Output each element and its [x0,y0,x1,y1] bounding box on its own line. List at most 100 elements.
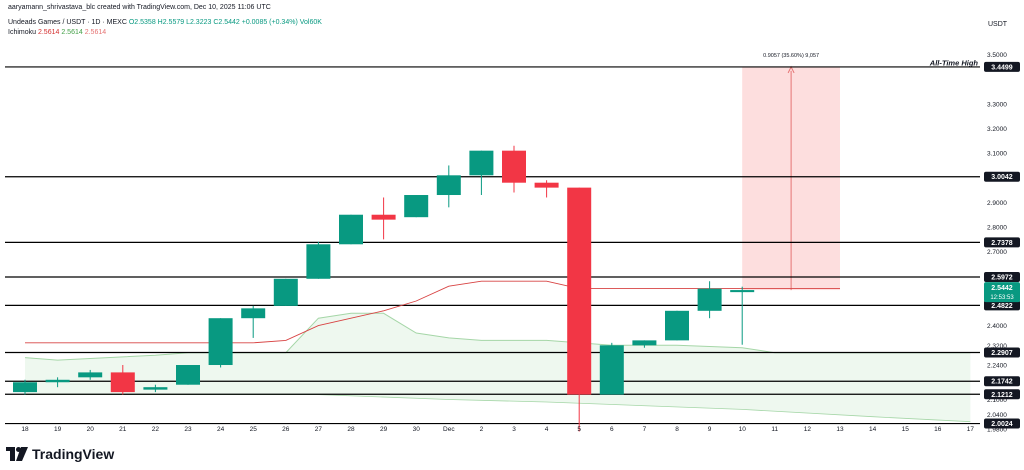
price-level-badge-bg [984,171,1020,182]
candle [306,241,331,279]
price-level-badge-bg [984,389,1020,400]
candle [45,377,70,388]
candle [110,365,135,395]
candle-body [730,290,755,293]
candle [13,379,37,395]
candle-body [632,340,657,346]
candle [730,286,755,345]
candle-body [241,308,266,319]
time-tick-label: 12 [804,426,812,433]
candle [599,342,624,395]
time-tick-label: 30 [413,426,421,433]
price-tick-label: 1.9800 [987,427,1007,434]
indicator-value: 2.5614 [84,29,107,36]
time-axis-layer: 18 19 20 21 22 23 24 25 26 27 28 29 30 Dec 2 3 4 5 6 7 8 9 10 1… [21,426,974,433]
price-level-badge-bg [984,272,1020,283]
candles-layer [13,145,755,432]
price-level-badge-text: 2.2907 [991,350,1013,357]
time-tick-label: 15 [902,426,910,433]
price-level-badge: 2.1742 [984,376,1020,387]
candle [697,281,722,319]
price-level-badge-text: 2.1742 [991,379,1013,386]
candle-body [436,175,461,196]
indicator-name: Ichimoku [8,29,37,36]
candle-body [45,379,70,383]
time-tick-label: 29 [380,426,388,433]
candle [632,340,657,348]
price-level-badge: 2.2907 [984,347,1020,358]
current-price-badge: 2.5442 12:53:53 [984,282,1020,303]
currency-label: USDT [988,21,1008,28]
time-tick-label: 28 [347,426,355,433]
price-tick-label: 2.8000 [987,225,1007,232]
price-tick-label: 3.2000 [987,126,1007,133]
time-tick-label: 11 [771,426,778,433]
tradingview-logo[interactable]: TradingView [6,446,114,462]
time-tick-label: 25 [250,426,258,433]
time-tick-label: 5 [577,426,581,433]
ichimoku-kijun-line [25,280,840,344]
price-level-badge-text: 3.4499 [991,64,1013,71]
time-tick-label: 10 [739,426,747,433]
candle-body [502,150,526,183]
symbol-name: Undeads Games / USDT · 1D · MEXC [8,19,127,26]
price-level-badge-text: 3.0042 [991,174,1013,181]
price-level-badge-bg [984,61,1020,72]
price-level-badge: 3.4499 [984,61,1020,72]
time-tick-label: 17 [967,426,975,433]
time-tick-label: 9 [708,426,712,433]
price-tick-label: 3.5000 [987,52,1007,59]
price-axis-layer: 3.5000 3.3000 3.2000 3.1000 2.9000 2.8000 2.70… [984,52,1020,434]
candle-body [13,382,37,393]
price-level-badge-text: 2.7378 [991,240,1013,247]
price-level-badge-text: 2.4822 [991,303,1013,310]
price-level-badge: 3.0042 [984,171,1020,182]
candle [404,195,429,218]
current-price-value: 2.5442 [991,285,1013,292]
candle [665,310,689,341]
price-tick-label: 3.3000 [987,101,1007,108]
price-tick-label: 2.3200 [987,343,1007,350]
price-level-badge-text: 2.0024 [991,421,1013,428]
time-tick-label: 18 [21,426,29,433]
candle [436,165,461,208]
time-tick-label: 2 [480,426,484,433]
ohlc-values: O2.5358 H2.5579 L2.3223 C2.5442 +0.0085 … [128,19,322,26]
candle-body [534,182,559,188]
price-tick-label: 2.0400 [987,412,1007,419]
price-level-badge-text: 2.1212 [991,392,1013,399]
candle [339,214,363,245]
levels-layer: All-Time High [5,58,980,425]
candle-body [371,214,396,220]
candle [534,180,559,198]
bar-countdown: 12:53:53 [990,295,1014,301]
candle-body [273,278,298,306]
candle-body [110,372,135,393]
time-tick-label: 19 [54,426,62,433]
candle-body [176,365,200,385]
time-tick-label: Dec [443,426,455,433]
measurement-label: 0.9057 (35.60%) 9,057 [763,53,819,59]
symbol-info: Undeads Games / USDT · 1D · MEXC O2.5358… [8,19,322,26]
indicator-legend[interactable]: Ichimoku 2.5614 2.5614 2.5614 [8,29,106,36]
time-tick-label: 13 [836,426,844,433]
time-tick-label: 22 [152,426,160,433]
price-level-badge-bg [984,347,1020,358]
all-time-high-label: All-Time High [929,58,979,67]
indicator-value: 2.5614 [61,29,83,36]
kijun-layer [25,280,840,344]
measurement-layer: 0.9057 (35.60%) 9,057 [742,53,840,291]
indicator-value: 2.5614 [37,29,60,36]
time-tick-label: 6 [610,426,614,433]
candle-body [208,318,233,366]
price-level-badge-bg [984,237,1020,248]
candle [176,365,200,385]
price-tick-label: 2.9000 [987,200,1007,207]
time-tick-label: 23 [184,426,192,433]
time-tick-label: 26 [282,426,290,433]
time-tick-label: 16 [934,426,942,433]
price-level-badge-bg [984,300,1020,311]
time-tick-label: 7 [643,426,647,433]
time-tick-label: 24 [217,426,225,433]
